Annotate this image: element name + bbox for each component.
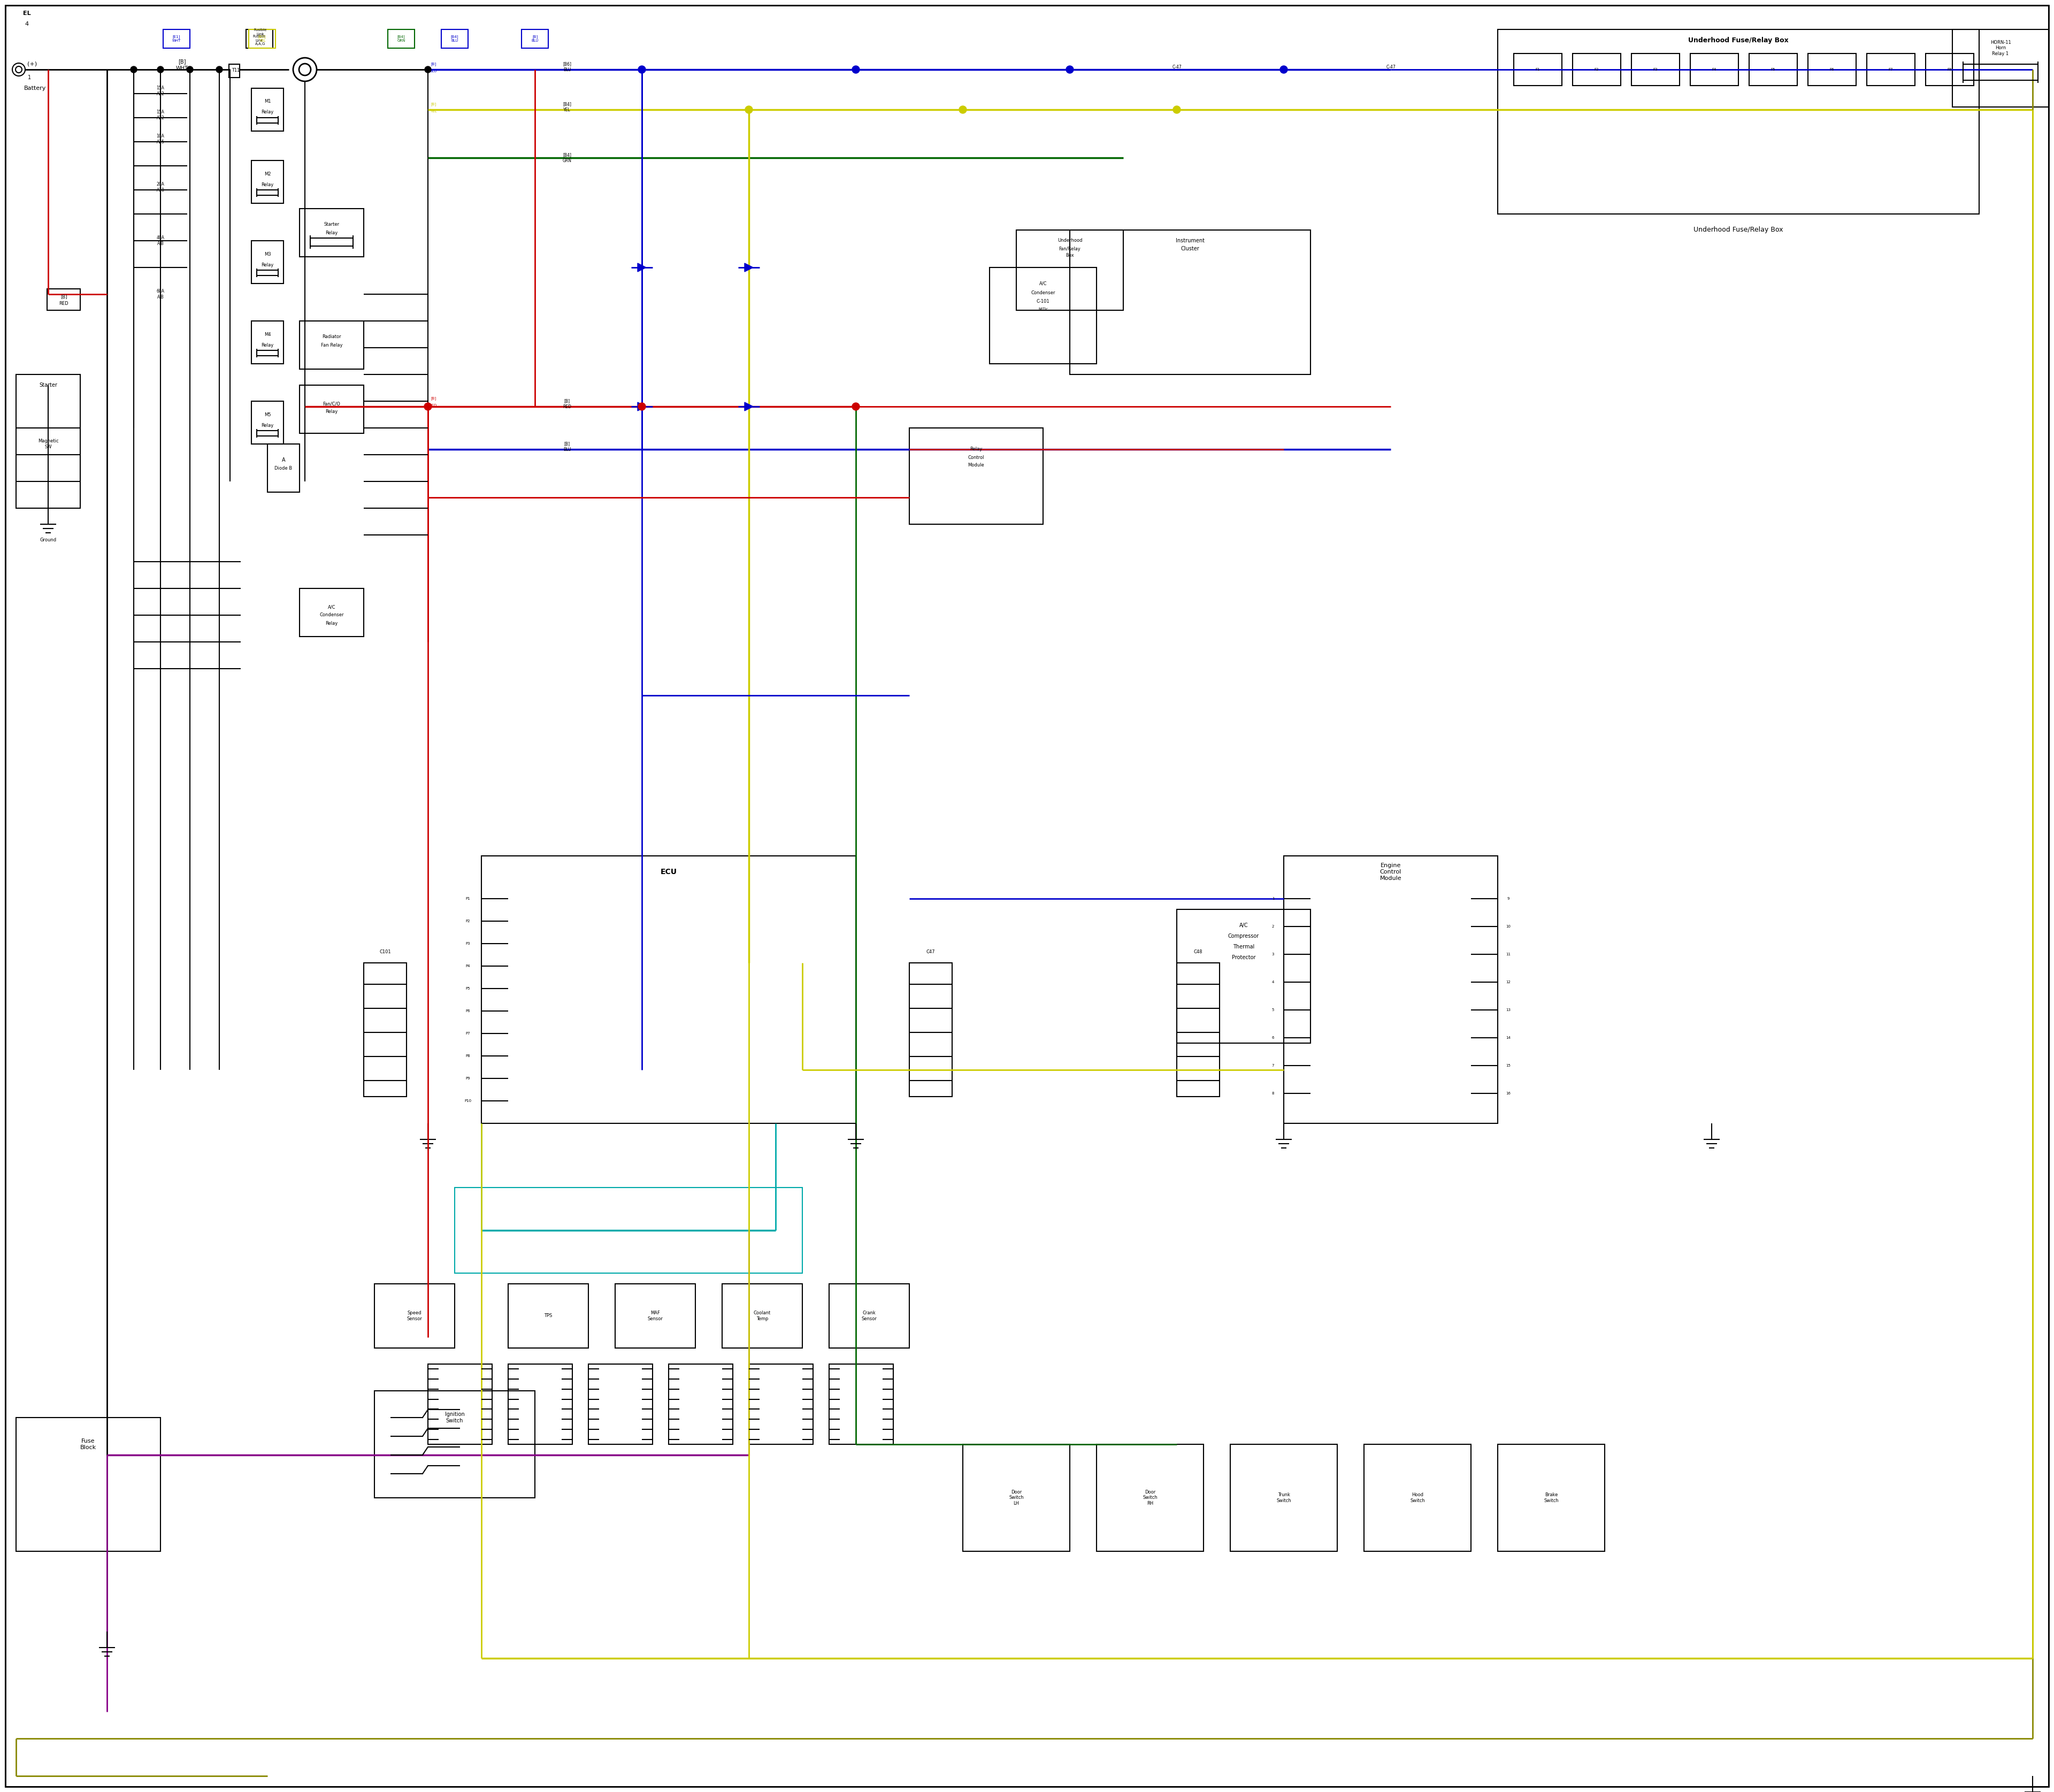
Text: [B]
RED: [B] RED <box>563 398 571 409</box>
Text: C-101: C-101 <box>1037 299 1050 303</box>
Circle shape <box>187 66 193 73</box>
Text: ECU: ECU <box>659 867 678 876</box>
Text: Brake
Switch: Brake Switch <box>1545 1493 1559 1503</box>
Bar <box>670 1364 733 1444</box>
Text: Condenser: Condenser <box>320 613 343 618</box>
Text: Fuse
Block: Fuse Block <box>80 1439 97 1450</box>
Bar <box>47 289 80 310</box>
Text: Protector: Protector <box>1232 955 1255 961</box>
Bar <box>300 588 364 636</box>
Text: [B]
BLU: [B] BLU <box>532 34 538 43</box>
Text: 1: 1 <box>29 75 31 81</box>
Bar <box>251 88 283 131</box>
Bar <box>1017 229 1124 310</box>
Text: Cluster: Cluster <box>1181 246 1200 251</box>
Bar <box>963 1444 1070 1552</box>
Bar <box>1364 1444 1471 1552</box>
Text: Coolant
Temp: Coolant Temp <box>754 1310 770 1321</box>
Text: Compressor: Compressor <box>1228 934 1259 939</box>
Bar <box>1177 962 1220 1097</box>
Text: Fan/Relay: Fan/Relay <box>1060 246 1080 251</box>
Circle shape <box>1173 106 1181 113</box>
Bar <box>388 29 415 48</box>
Text: Hood
Switch: Hood Switch <box>1409 1493 1425 1503</box>
Text: P8: P8 <box>466 1054 470 1057</box>
Text: P1: P1 <box>466 898 470 900</box>
Text: EL: EL <box>23 11 31 16</box>
Text: P10: P10 <box>464 1098 472 1102</box>
Text: F7: F7 <box>1888 68 1894 72</box>
Text: C101: C101 <box>380 950 390 955</box>
Text: 6: 6 <box>1271 1036 1273 1039</box>
Circle shape <box>216 66 222 73</box>
Bar <box>830 1364 893 1444</box>
Bar <box>1497 29 1980 213</box>
Text: P3: P3 <box>466 943 470 944</box>
Text: Thermal: Thermal <box>1232 944 1255 950</box>
Circle shape <box>158 66 164 73</box>
Text: Relay: Relay <box>261 183 273 186</box>
Text: [B]
BLU: [B] BLU <box>563 441 571 452</box>
Bar <box>723 1283 803 1348</box>
Text: 40A
A-B: 40A A-B <box>156 235 164 246</box>
Bar <box>990 267 1097 364</box>
Text: C-47: C-47 <box>1386 65 1395 70</box>
Text: 11: 11 <box>1506 953 1512 955</box>
Bar <box>16 1417 160 1552</box>
Text: 4: 4 <box>25 22 29 27</box>
Bar <box>1750 54 1797 86</box>
Text: [B4]
GRN: [B4] GRN <box>396 34 405 43</box>
Bar <box>249 29 275 48</box>
Polygon shape <box>637 263 647 272</box>
Bar <box>267 444 300 493</box>
Text: 15A
A22: 15A A22 <box>156 86 164 97</box>
Text: P5: P5 <box>466 987 470 991</box>
Bar <box>300 385 364 434</box>
Text: 14: 14 <box>1506 1036 1512 1039</box>
Text: Underhood Fuse/Relay Box: Underhood Fuse/Relay Box <box>1688 36 1789 43</box>
Text: Module: Module <box>967 462 984 468</box>
Bar <box>300 208 364 256</box>
Text: M2: M2 <box>265 172 271 176</box>
Text: M4: M4 <box>265 332 271 337</box>
Bar <box>1690 54 1738 86</box>
Text: HORN-11: HORN-11 <box>1990 41 2011 45</box>
Text: Magnetic
SW: Magnetic SW <box>37 439 58 450</box>
Bar <box>522 29 548 48</box>
Text: F6: F6 <box>1830 68 1834 72</box>
Bar <box>1573 54 1621 86</box>
Text: 20A
A18: 20A A18 <box>156 183 164 192</box>
Circle shape <box>639 66 645 73</box>
Text: M/Tic: M/Tic <box>1037 308 1048 310</box>
Text: Door
Switch
RH: Door Switch RH <box>1142 1489 1158 1505</box>
Text: Control: Control <box>967 455 984 461</box>
Text: 7: 7 <box>1271 1064 1273 1068</box>
Text: Relay: Relay <box>261 262 273 267</box>
Text: Ignition
Switch: Ignition Switch <box>446 1412 464 1423</box>
Circle shape <box>300 65 310 75</box>
Text: 16: 16 <box>1506 1091 1512 1095</box>
Text: [B]: [B] <box>431 396 435 400</box>
Text: Relay: Relay <box>325 231 337 235</box>
Text: Relay: Relay <box>325 410 337 414</box>
Text: P2: P2 <box>466 919 470 923</box>
Text: Relay: Relay <box>261 423 273 428</box>
Text: Fusible
Link: Fusible Link <box>253 36 265 41</box>
Bar <box>830 1283 910 1348</box>
Text: 1: 1 <box>1271 898 1273 900</box>
Circle shape <box>294 57 316 81</box>
Text: Fan/C/O: Fan/C/O <box>322 401 341 407</box>
Text: [B]: [B] <box>179 59 185 65</box>
Text: P7: P7 <box>466 1032 470 1036</box>
Text: 15: 15 <box>1506 1064 1512 1068</box>
Text: 13: 13 <box>1506 1009 1512 1011</box>
Bar <box>910 962 953 1097</box>
Text: 2: 2 <box>1271 925 1273 928</box>
Bar <box>1867 54 1914 86</box>
Text: (+): (+) <box>27 61 37 66</box>
Bar <box>481 857 857 1124</box>
Circle shape <box>1066 66 1074 73</box>
Text: 3: 3 <box>1271 953 1273 955</box>
Text: [B]: [B] <box>431 63 435 66</box>
Text: Condenser: Condenser <box>1031 290 1056 296</box>
